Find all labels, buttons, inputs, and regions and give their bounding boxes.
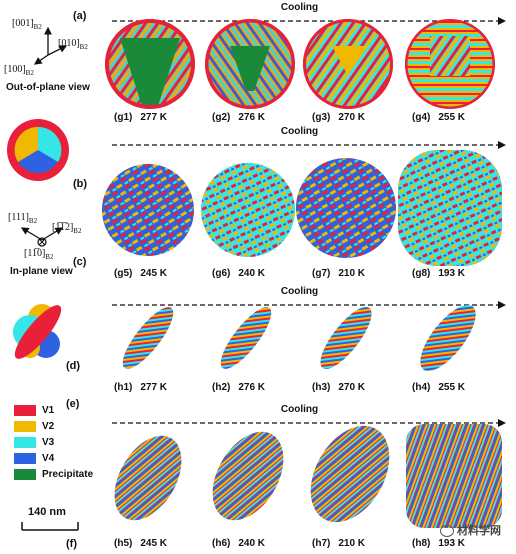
cooling-row-4: Cooling <box>112 404 507 433</box>
label-h1: (h1) 277 K <box>114 382 168 393</box>
ellipsoid-h5 <box>114 435 182 521</box>
axis-label-001: [001]B2 <box>12 18 42 31</box>
row-g1-g4 <box>105 19 495 109</box>
ellipsoid-h4 <box>420 304 476 372</box>
wechat-icon <box>440 525 454 538</box>
label-g6: (g6) 240 K <box>212 268 266 279</box>
ellipsoid-d-diagram <box>13 304 62 359</box>
axes-a-diagram <box>33 26 68 65</box>
ellipsoid-h6 <box>212 431 284 521</box>
label-g8: (g8) 193 K <box>412 268 466 279</box>
label-h4: (h4) 255 K <box>412 382 466 393</box>
cooling-row-1: Cooling <box>112 2 507 31</box>
label-h5: (h5) 245 K <box>114 538 168 549</box>
cooling-label: Cooling <box>280 126 319 137</box>
label-h3: (h3) 270 K <box>312 382 366 393</box>
sphere-g4 <box>405 19 495 109</box>
label-h2: (h2) 276 K <box>212 382 266 393</box>
cooling-row-2: Cooling <box>112 126 507 155</box>
cooling-arrow <box>112 17 506 25</box>
axis-label-010: [010]B2 <box>58 38 88 51</box>
cooling-label: Cooling <box>280 2 319 13</box>
cooling-arrow <box>112 419 506 427</box>
sphere-g8 <box>398 150 502 266</box>
row-h5-h8 <box>114 424 502 528</box>
sphere-g6 <box>201 163 295 257</box>
legend-item-v2: V2 <box>14 418 93 434</box>
label-h8: (h8) 193 K <box>412 538 466 549</box>
legend-item-v4: V4 <box>14 450 93 466</box>
sphere-g3 <box>303 19 393 109</box>
cooling-row-3: Cooling <box>112 286 507 315</box>
legend: V1 V2 V3 V4 Precipitate <box>14 402 93 482</box>
ellipsoid-h1 <box>122 307 174 369</box>
panel-letter-d: (d) <box>66 360 81 372</box>
ellipsoid-h7 <box>310 425 390 523</box>
ellipsoid-h2 <box>220 307 272 369</box>
panel-letter-e: (e) <box>66 398 80 410</box>
row-g5-g8 <box>102 150 502 266</box>
scale-bar-label: 140 nm <box>28 506 66 518</box>
label-g7: (g7) 210 K <box>312 268 366 279</box>
sphere-g2 <box>205 19 295 109</box>
panel-letter-c: (c) <box>73 256 87 268</box>
label-g4: (g4) 255 K <box>412 112 466 123</box>
row-h1-h4 <box>122 304 476 372</box>
panel-letter-f: (f) <box>66 538 77 550</box>
label-g3: (g3) 270 K <box>312 112 366 123</box>
panel-letter-a: (a) <box>73 10 87 22</box>
legend-item-v1: V1 <box>14 402 93 418</box>
sphere-b-diagram <box>7 119 69 181</box>
axis-label-111: [111]B2 <box>8 212 38 225</box>
legend-item-precipitate: Precipitate <box>14 466 93 482</box>
legend-item-v3: V3 <box>14 434 93 450</box>
ellipsoid-h8 <box>406 424 502 528</box>
cooling-arrow <box>112 141 506 149</box>
label-g1: (g1) 277 K <box>114 112 168 123</box>
scale-bar <box>21 522 79 531</box>
panel-letter-b: (b) <box>73 178 88 190</box>
cooling-label: Cooling <box>280 404 319 415</box>
axis-label-110: [11̅0]B2 <box>24 248 54 261</box>
ellipsoid-h3 <box>320 307 372 369</box>
label-h6: (h6) 240 K <box>212 538 266 549</box>
label-h7: (h7) 210 K <box>312 538 366 549</box>
in-plane-view-label: In-plane view <box>10 266 73 277</box>
label-g2: (g2) 276 K <box>212 112 266 123</box>
out-of-plane-view-label: Out-of-plane view <box>6 82 90 93</box>
sphere-g1 <box>105 19 195 109</box>
sphere-g5 <box>102 164 194 256</box>
cooling-arrow <box>112 301 506 309</box>
cooling-label: Cooling <box>280 286 319 297</box>
axes-c-diagram <box>20 227 64 247</box>
axis-label-112: [1̅1̅2]B2 <box>52 222 82 235</box>
watermark: 材料学网 <box>440 522 501 538</box>
axis-label-100: [100]B2 <box>4 64 34 77</box>
sphere-g7 <box>296 158 396 258</box>
label-g5: (g5) 245 K <box>114 268 168 279</box>
